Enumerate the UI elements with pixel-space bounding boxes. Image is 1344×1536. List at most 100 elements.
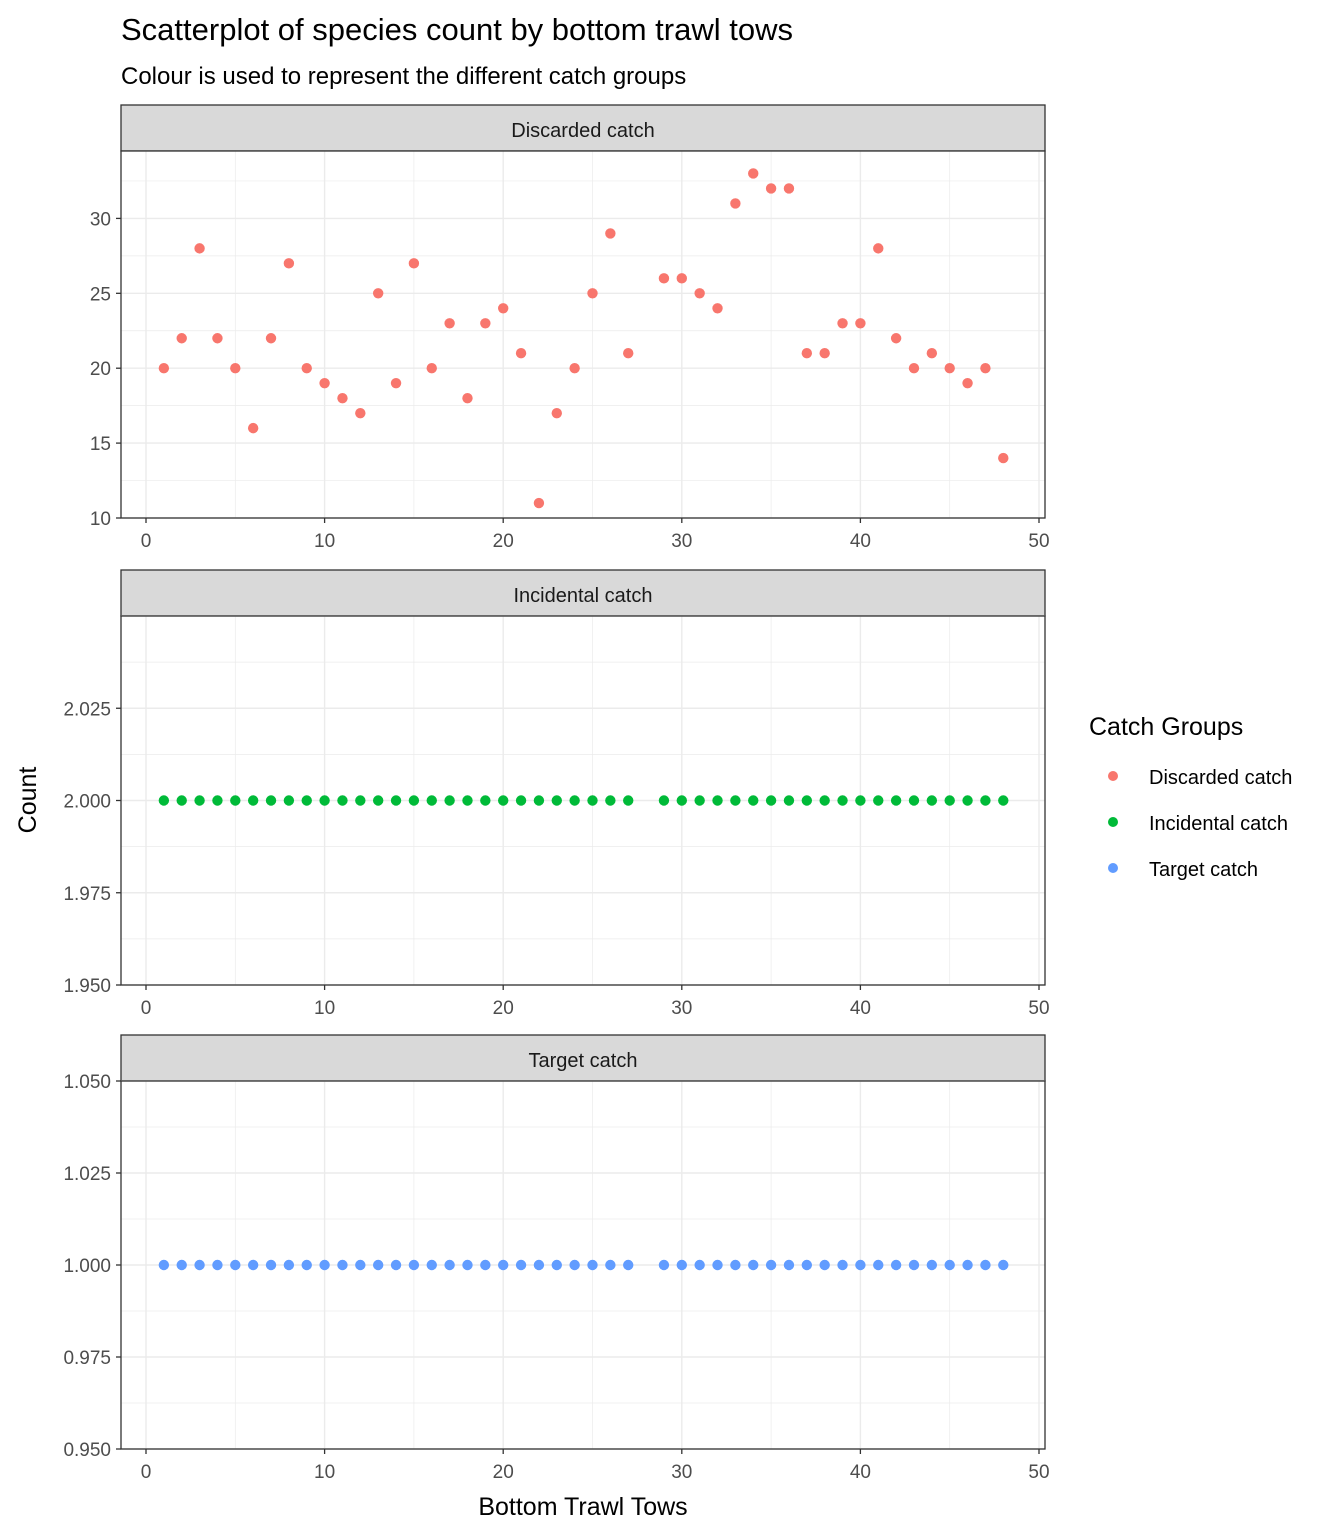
data-point (730, 198, 741, 209)
data-point (194, 1259, 205, 1271)
data-point (587, 795, 598, 806)
data-point (998, 452, 1009, 464)
points-incidental-catch (158, 795, 1009, 806)
y-axis: 1.950 1.975 2.000 2.025 (63, 699, 121, 997)
data-point (480, 1259, 491, 1271)
data-point (712, 303, 723, 314)
data-point (765, 1259, 777, 1271)
data-point (176, 333, 187, 344)
data-point (444, 318, 455, 329)
data-point (748, 168, 759, 179)
data-point (301, 363, 312, 374)
legend-title: Catch Groups (1089, 713, 1243, 741)
data-point (623, 348, 634, 359)
data-point (355, 1259, 366, 1271)
data-point (819, 795, 830, 806)
x-tick-label: 40 (850, 998, 871, 1019)
data-point (390, 795, 402, 806)
chart-subtitle: Colour is used to represent the differen… (121, 63, 686, 90)
facet-strip (120, 104, 1046, 152)
data-point (837, 1259, 848, 1271)
data-point (890, 1259, 902, 1271)
data-point (855, 795, 866, 806)
data-point (980, 363, 991, 374)
x-axis-title: Bottom Trawl Tows (478, 1493, 687, 1521)
legend-item: Discarded catch (1108, 767, 1292, 789)
data-point (873, 795, 884, 806)
y-tick-label: 25 (90, 284, 111, 305)
data-point (158, 363, 170, 374)
legend-label: Target catch (1149, 859, 1258, 881)
legend-label: Discarded catch (1149, 767, 1292, 789)
x-tick-label: 30 (671, 1462, 692, 1483)
y-tick-label: 20 (90, 359, 111, 380)
facet-panel-3: Target catch 0.950 0.975 1.000 1.025 1.050 0 10… (63, 1034, 1050, 1483)
x-tick-label: 0 (141, 531, 152, 552)
data-point (480, 795, 491, 806)
data-point (694, 1259, 705, 1271)
data-point (676, 795, 687, 806)
data-point (194, 243, 205, 254)
data-point (247, 795, 259, 806)
data-point (515, 795, 527, 806)
data-point (980, 1259, 991, 1271)
data-point (230, 1259, 241, 1271)
data-point (605, 795, 616, 806)
x-tick-label: 20 (493, 1462, 514, 1483)
data-point (623, 1259, 634, 1271)
data-point (301, 1259, 312, 1271)
data-point (980, 795, 991, 806)
data-point (372, 1259, 384, 1271)
data-point (605, 228, 616, 239)
legend-key (1108, 817, 1118, 827)
y-tick-label: 2.025 (63, 699, 111, 720)
data-point (837, 795, 848, 806)
y-tick-label: 0.950 (63, 1440, 111, 1461)
panel-border (120, 150, 1046, 519)
data-point (569, 363, 580, 374)
data-point (908, 363, 920, 374)
data-point (230, 363, 241, 374)
x-tick-label: 30 (671, 998, 692, 1019)
data-point (694, 795, 705, 806)
data-point (926, 795, 938, 806)
data-point (765, 183, 777, 194)
y-tick-label: 1.975 (63, 884, 111, 905)
data-point (462, 392, 473, 404)
data-point (498, 303, 509, 314)
data-point (515, 348, 527, 359)
x-tick-label: 20 (493, 531, 514, 552)
y-tick-label: 2.000 (63, 792, 111, 813)
plot-background (121, 151, 1045, 518)
data-point (390, 377, 402, 389)
data-point (783, 183, 795, 194)
x-tick-label: 20 (493, 998, 514, 1019)
data-point (194, 795, 205, 806)
data-point (444, 1259, 455, 1271)
data-point (712, 1259, 723, 1271)
data-point (873, 1259, 884, 1271)
legend: Catch Groups Discarded catch Incidental c… (1089, 713, 1292, 881)
data-point (569, 795, 580, 806)
y-tick-label: 1.050 (63, 1072, 111, 1093)
data-point (801, 1259, 813, 1271)
data-point (176, 1259, 187, 1271)
y-axis: 0.950 0.975 1.000 1.025 1.050 (63, 1072, 121, 1461)
data-point (283, 795, 295, 806)
x-axis: 0 10 20 30 40 50 (141, 1449, 1050, 1483)
x-tick-label: 50 (1028, 1462, 1049, 1483)
data-point (855, 1259, 866, 1271)
data-point (265, 795, 277, 806)
data-point (158, 795, 170, 806)
data-point (319, 1259, 330, 1271)
facet-strip-label: Incidental catch (514, 585, 653, 607)
data-point (265, 1259, 277, 1271)
data-point (873, 243, 884, 254)
data-point (676, 1259, 687, 1271)
facet-strip-label: Discarded catch (511, 120, 654, 142)
x-axis: 0 10 20 30 40 50 (141, 518, 1050, 552)
legend-item: Incidental catch (1108, 813, 1288, 835)
data-point (890, 795, 902, 806)
